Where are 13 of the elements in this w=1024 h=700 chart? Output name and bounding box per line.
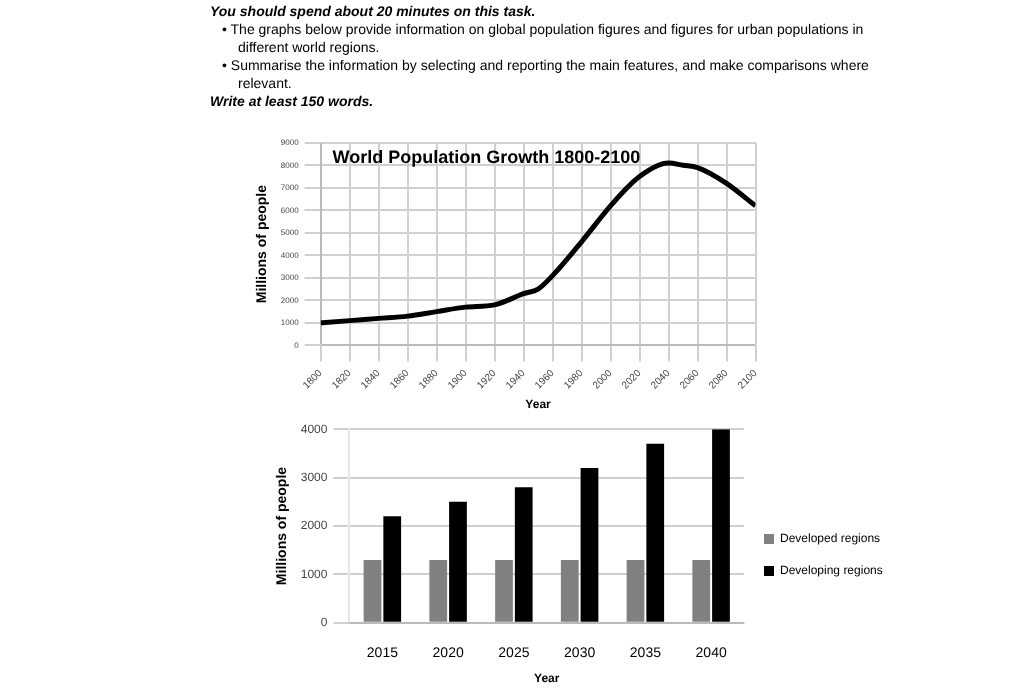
bar [646, 443, 665, 622]
chart-title: World Population Growth 1800-2100 [332, 146, 641, 167]
bar [626, 559, 645, 622]
bar [383, 516, 402, 622]
bar [560, 559, 579, 622]
bar [495, 559, 513, 622]
bar [449, 501, 467, 622]
bar [514, 487, 533, 622]
bar [429, 559, 448, 622]
bar [363, 559, 382, 622]
bar [580, 467, 599, 622]
bar [692, 559, 711, 622]
bar [712, 429, 730, 622]
